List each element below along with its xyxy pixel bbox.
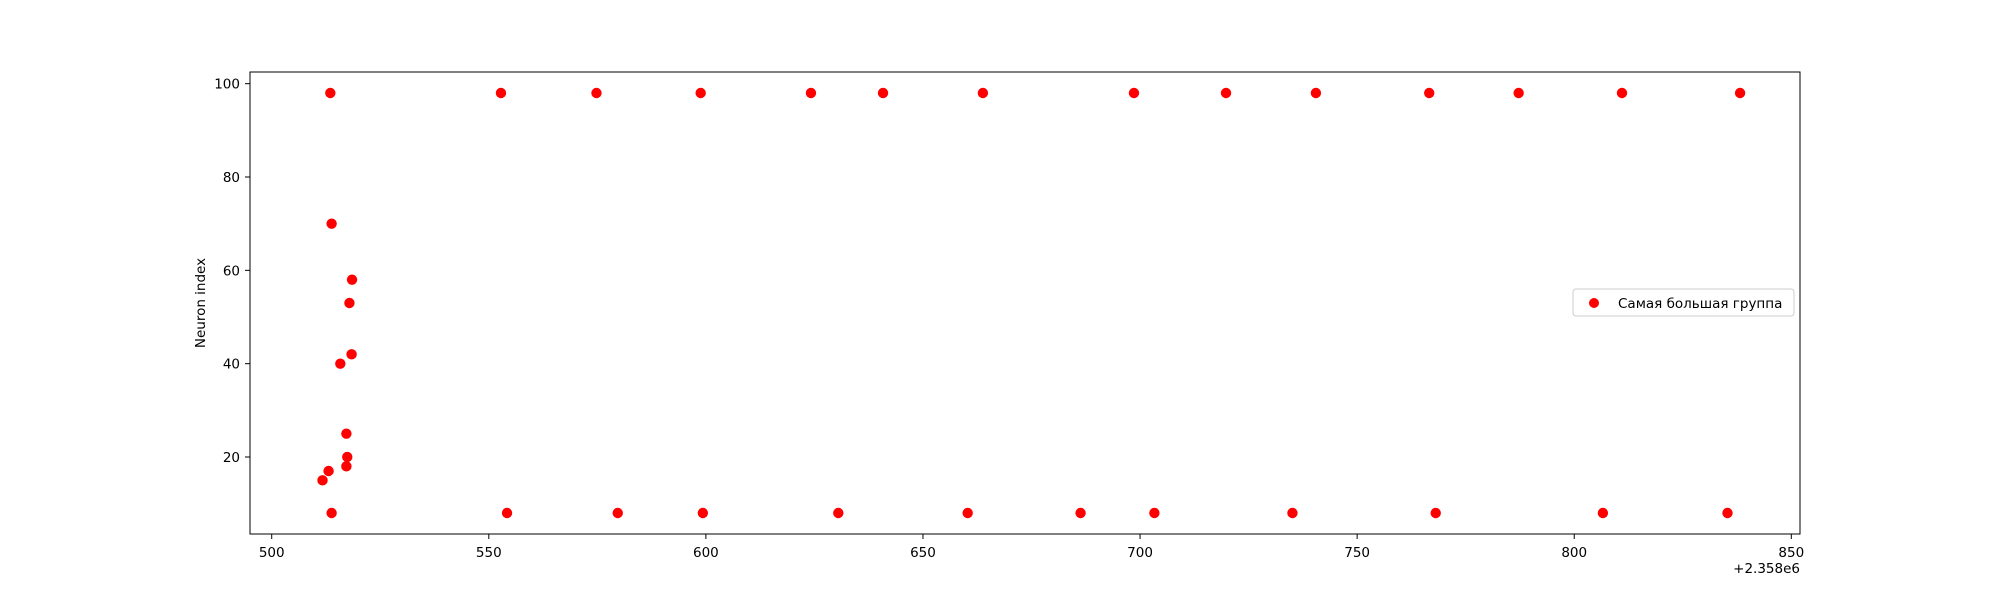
data-point bbox=[326, 218, 337, 229]
data-point bbox=[342, 451, 353, 463]
data-point bbox=[317, 475, 328, 486]
x-axis-ticks: 500 550 600 650 700 750 800 850 bbox=[259, 534, 1804, 561]
data-point bbox=[341, 461, 352, 472]
data-point bbox=[1149, 507, 1160, 519]
data-point bbox=[697, 507, 709, 519]
data-point bbox=[323, 465, 334, 477]
data-point bbox=[1424, 87, 1435, 99]
y-tick-label: 100 bbox=[214, 77, 240, 93]
data-points bbox=[317, 87, 1746, 519]
data-point bbox=[833, 507, 844, 519]
data-point bbox=[1075, 507, 1086, 519]
data-point bbox=[977, 87, 989, 99]
data-point bbox=[962, 507, 973, 519]
data-point bbox=[335, 358, 346, 369]
data-point bbox=[1616, 87, 1628, 99]
data-point bbox=[495, 87, 507, 99]
x-axis-offset-label: +2.358e6 bbox=[1733, 561, 1800, 577]
y-tick-label: 20 bbox=[223, 450, 240, 466]
data-point bbox=[501, 507, 513, 519]
x-tick-label: 800 bbox=[1561, 545, 1587, 561]
y-tick-label: 40 bbox=[223, 357, 240, 373]
data-point bbox=[805, 87, 817, 99]
x-tick-label: 650 bbox=[910, 545, 936, 561]
data-point bbox=[695, 87, 706, 99]
x-tick-label: 500 bbox=[259, 545, 285, 561]
x-tick-label: 700 bbox=[1127, 545, 1153, 561]
data-point bbox=[341, 428, 352, 439]
data-point bbox=[326, 507, 337, 519]
plot-frame bbox=[249, 71, 1801, 535]
data-point bbox=[612, 507, 623, 519]
data-point bbox=[1128, 87, 1140, 99]
x-tick-label: 600 bbox=[693, 545, 719, 561]
data-point bbox=[1734, 87, 1746, 99]
y-axis-ticks: 20 40 60 80 100 bbox=[214, 77, 250, 466]
legend: Самая большая группа bbox=[1572, 288, 1795, 317]
y-axis-label: Neuron index bbox=[193, 258, 209, 348]
data-point bbox=[1310, 87, 1322, 99]
y-tick-label: 80 bbox=[223, 170, 240, 186]
legend-box bbox=[1572, 288, 1795, 317]
legend-marker bbox=[1589, 298, 1599, 308]
data-point bbox=[1597, 507, 1609, 519]
data-point bbox=[877, 87, 889, 99]
x-tick-label: 750 bbox=[1344, 545, 1370, 561]
x-tick-label: 550 bbox=[476, 545, 502, 561]
x-tick-label: 850 bbox=[1778, 545, 1804, 561]
legend-label: Самая большая группа bbox=[1618, 296, 1782, 312]
data-point bbox=[346, 349, 357, 360]
data-point bbox=[346, 274, 358, 285]
y-tick-label: 60 bbox=[223, 263, 240, 279]
data-point bbox=[344, 297, 355, 309]
data-point bbox=[1513, 87, 1524, 99]
data-point bbox=[325, 87, 336, 99]
data-point bbox=[1287, 507, 1298, 519]
data-point bbox=[1220, 87, 1232, 99]
data-point bbox=[1430, 507, 1441, 519]
data-point bbox=[591, 87, 602, 99]
data-point bbox=[1722, 507, 1733, 519]
